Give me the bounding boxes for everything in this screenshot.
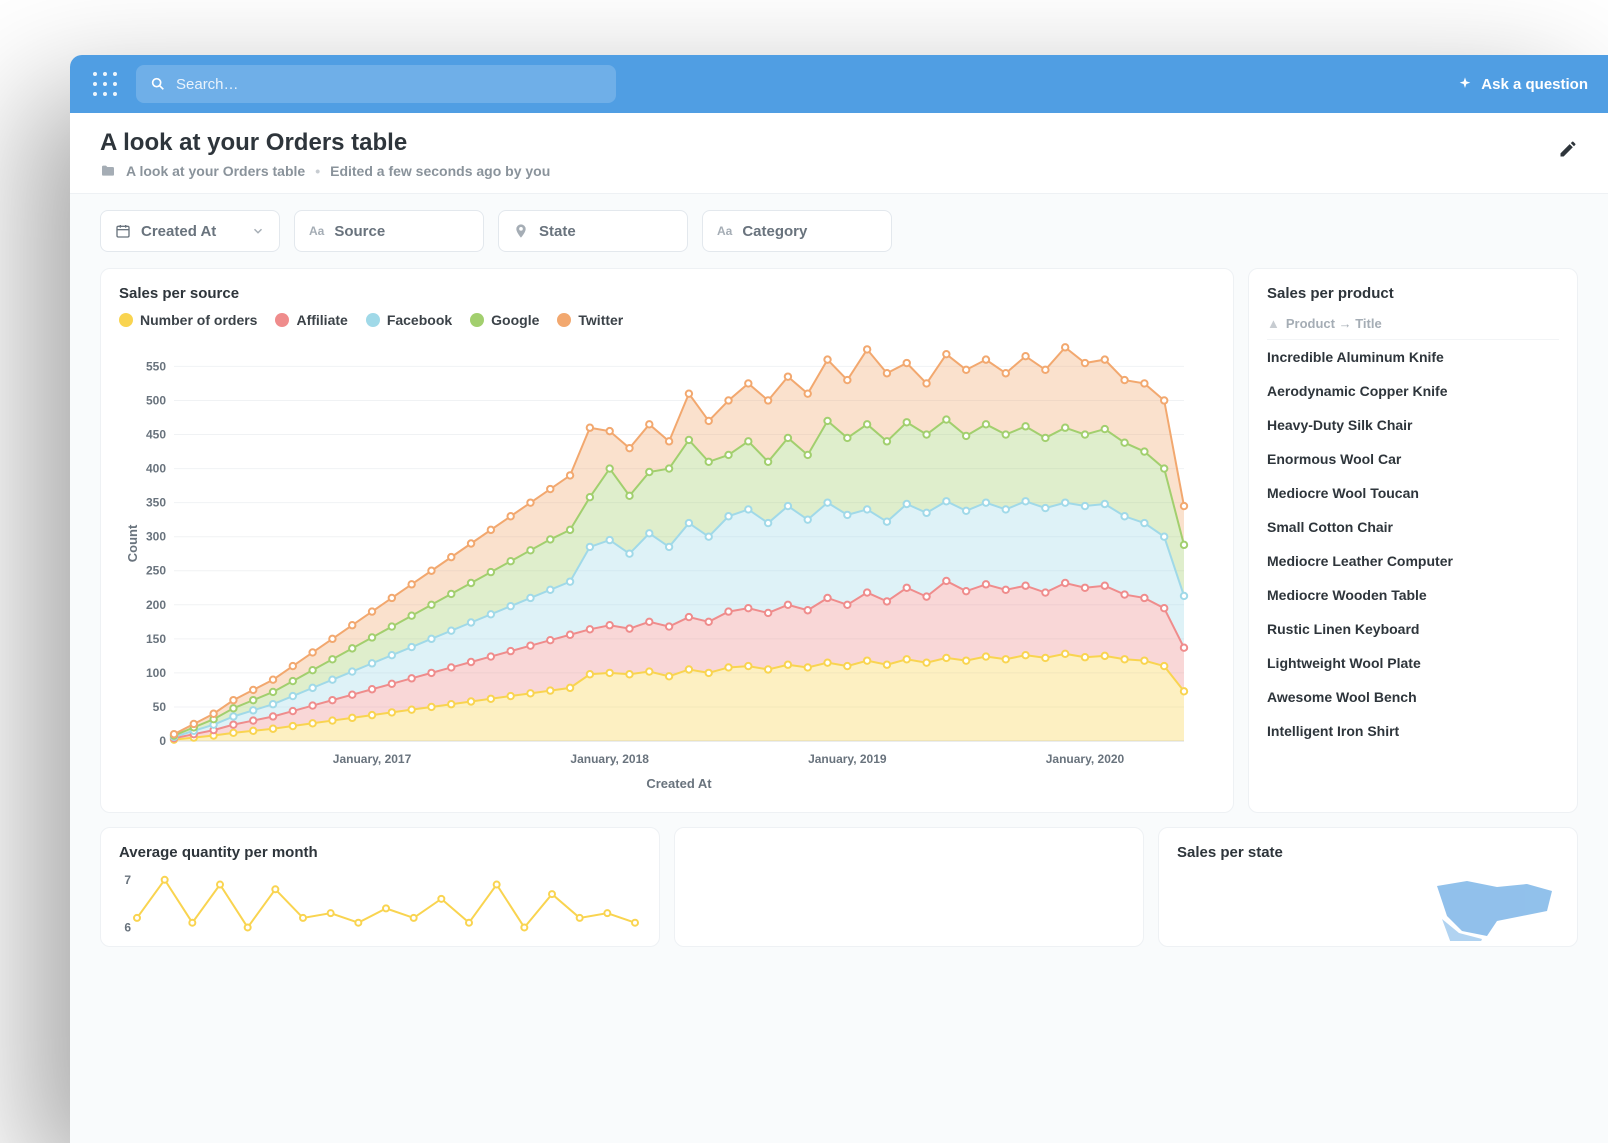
legend-dot-icon	[557, 313, 571, 327]
cards-row-1: Sales per source Number of orders Affilia…	[70, 268, 1608, 813]
app-window: Ask a question A look at your Orders tab…	[70, 55, 1608, 1143]
svg-text:500: 500	[146, 393, 166, 407]
table-row[interactable]: Mediocre Wooden Table	[1267, 578, 1559, 612]
page-header: A look at your Orders table A look at yo…	[70, 113, 1608, 194]
breadcrumb-item[interactable]: A look at your Orders table	[126, 163, 305, 179]
table-row[interactable]: Heavy-Duty Silk Chair	[1267, 408, 1559, 442]
ask-question-label: Ask a question	[1481, 76, 1588, 93]
card-avg-quantity: Average quantity per month 67	[100, 827, 660, 947]
sort-asc-icon: ▲	[1267, 316, 1280, 331]
legend-dot-icon	[119, 313, 133, 327]
table-row[interactable]: Lightweight Wool Plate	[1267, 646, 1559, 680]
legend-item[interactable]: Affiliate	[275, 312, 347, 328]
svg-text:200: 200	[146, 598, 166, 612]
topbar: Ask a question	[70, 55, 1608, 113]
legend-dot-icon	[470, 313, 484, 327]
svg-text:January, 2017: January, 2017	[333, 752, 412, 766]
svg-text:100: 100	[146, 666, 166, 680]
card-sales-per-source: Sales per source Number of orders Affilia…	[100, 268, 1234, 813]
svg-text:50: 50	[153, 700, 167, 714]
filter-category[interactable]: Aa Category	[702, 210, 892, 252]
table-row[interactable]: Mediocre Leather Computer	[1267, 544, 1559, 578]
table-row[interactable]: Intelligent Iron Shirt	[1267, 714, 1559, 748]
table-row[interactable]: Small Cotton Chair	[1267, 510, 1559, 544]
table-row[interactable]: Rustic Linen Keyboard	[1267, 612, 1559, 646]
card-title: Sales per state	[1177, 844, 1559, 861]
breadcrumb: A look at your Orders table • Edited a f…	[100, 163, 1578, 179]
table-row[interactable]: Incredible Aluminum Knife	[1267, 340, 1559, 374]
svg-text:January, 2019: January, 2019	[808, 752, 887, 766]
calendar-icon	[115, 223, 131, 239]
svg-text:0: 0	[159, 734, 166, 748]
legend-label: Facebook	[387, 312, 452, 328]
text-aa-icon: Aa	[717, 224, 732, 238]
svg-text:January, 2018: January, 2018	[570, 752, 649, 766]
card-title: Sales per source	[119, 285, 1215, 302]
text-aa-icon: Aa	[309, 224, 324, 238]
avg-quantity-chart[interactable]: 67	[119, 871, 639, 941]
card-blank	[674, 827, 1144, 947]
filter-created-at[interactable]: Created At	[100, 210, 280, 252]
sales-per-source-chart[interactable]: 0 50 100 150 200 250 300 350 400 450 500 550 January…	[119, 336, 1199, 796]
plus-star-icon	[1457, 76, 1473, 92]
svg-text:January, 2020: January, 2020	[1046, 752, 1125, 766]
card-sales-per-product: Sales per product ▲ Product → Title Incr…	[1248, 268, 1578, 813]
filter-label: Created At	[141, 223, 216, 240]
svg-text:300: 300	[146, 530, 166, 544]
search-input[interactable]	[176, 76, 602, 93]
filter-label: Source	[334, 223, 385, 240]
legend-item[interactable]: Facebook	[366, 312, 452, 328]
table-row[interactable]: Aerodynamic Copper Knife	[1267, 374, 1559, 408]
app-logo-icon[interactable]	[90, 69, 120, 99]
table-row[interactable]: Enormous Wool Car	[1267, 442, 1559, 476]
card-title: Average quantity per month	[119, 844, 641, 861]
product-list: Incredible Aluminum KnifeAerodynamic Cop…	[1267, 340, 1559, 748]
svg-text:400: 400	[146, 462, 166, 476]
legend-item[interactable]: Number of orders	[119, 312, 257, 328]
table-row[interactable]: Mediocre Wool Toucan	[1267, 476, 1559, 510]
legend-label: Google	[491, 312, 539, 328]
legend-label: Affiliate	[296, 312, 347, 328]
legend-item[interactable]: Twitter	[557, 312, 623, 328]
search-icon	[150, 76, 166, 92]
svg-text:550: 550	[146, 359, 166, 373]
cards-row-2: Average quantity per month 67 Sales per …	[70, 813, 1608, 947]
card-title: Sales per product	[1267, 285, 1559, 302]
legend-dot-icon	[275, 313, 289, 327]
sales-per-state-map[interactable]	[1177, 871, 1557, 941]
svg-text:350: 350	[146, 496, 166, 510]
card-sales-per-state: Sales per state	[1158, 827, 1578, 947]
svg-text:450: 450	[146, 428, 166, 442]
svg-text:7: 7	[124, 873, 131, 887]
edited-timestamp: Edited a few seconds ago by you	[330, 163, 550, 179]
legend-dot-icon	[366, 313, 380, 327]
folder-icon	[100, 163, 116, 179]
svg-text:Count: Count	[125, 524, 140, 562]
svg-text:150: 150	[146, 632, 166, 646]
svg-text:6: 6	[124, 920, 131, 934]
table-column-header[interactable]: ▲ Product → Title	[1267, 312, 1559, 340]
filters-row: Created At Aa Source State Aa Category	[70, 194, 1608, 268]
filter-label: Category	[742, 223, 807, 240]
filter-state[interactable]: State	[498, 210, 688, 252]
filter-source[interactable]: Aa Source	[294, 210, 484, 252]
legend-label: Number of orders	[140, 312, 257, 328]
legend-label: Twitter	[578, 312, 623, 328]
svg-text:250: 250	[146, 564, 166, 578]
edit-pencil-icon[interactable]	[1558, 139, 1578, 159]
chart-legend: Number of orders Affiliate Facebook Google T…	[119, 312, 1215, 328]
table-row[interactable]: Awesome Wool Bench	[1267, 680, 1559, 714]
filter-label: State	[539, 223, 576, 240]
breadcrumb-separator: •	[315, 163, 320, 179]
ask-question-button[interactable]: Ask a question	[1457, 76, 1588, 93]
search-box[interactable]	[136, 65, 616, 103]
page-title: A look at your Orders table	[100, 129, 1578, 157]
chevron-down-icon	[251, 224, 265, 238]
column-header-label: Product → Title	[1286, 316, 1382, 331]
location-pin-icon	[513, 223, 529, 239]
svg-text:Created At: Created At	[646, 776, 712, 791]
legend-item[interactable]: Google	[470, 312, 539, 328]
